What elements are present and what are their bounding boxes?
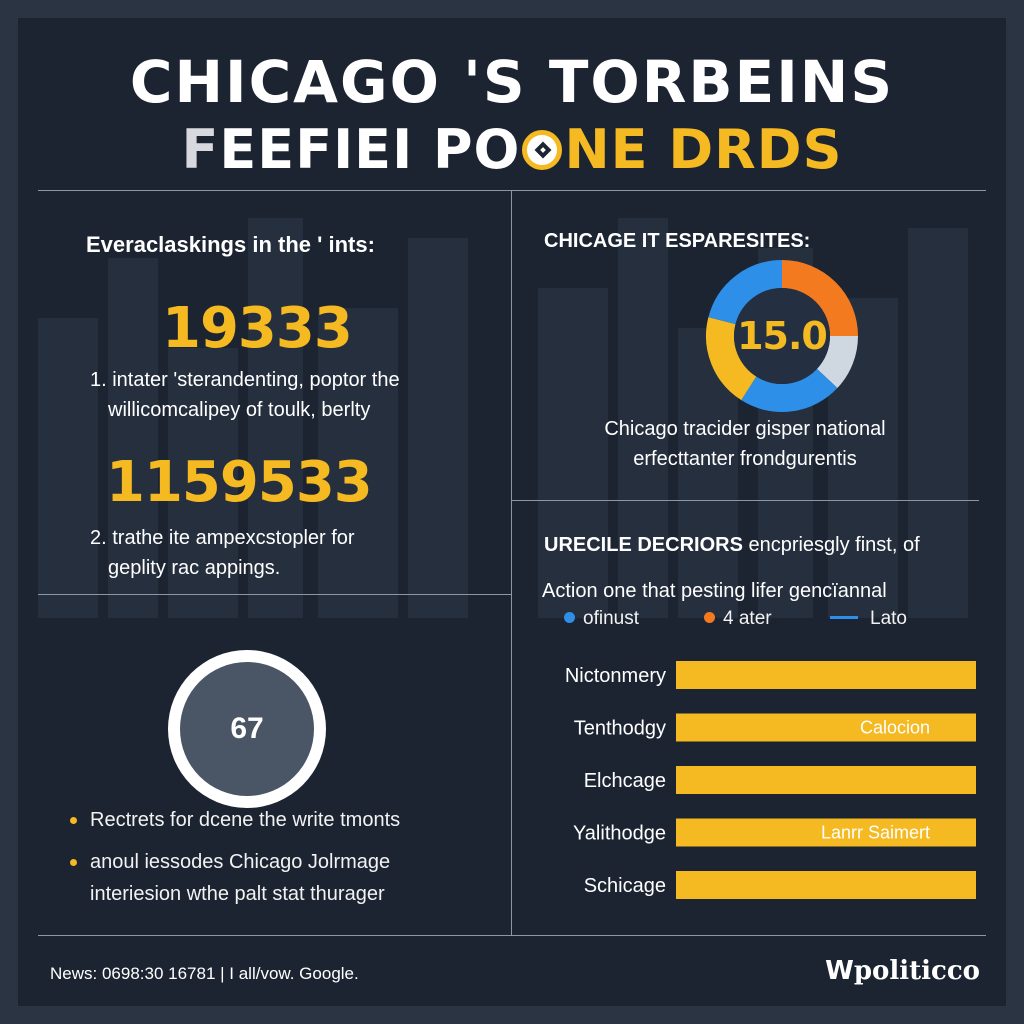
bullet-2-line-2: interiesion wthe palt stat thurager (90, 883, 385, 905)
stat-1-line-1: 1. intater 'sterandenting, poptor the (90, 369, 400, 391)
donut-hole (734, 288, 830, 384)
bullet-list: Rectrets for dcene the write tmonts anou… (70, 804, 490, 910)
donut-slice-2 (816, 335, 858, 389)
bar-legend: ofinust 4 ater Lato (564, 608, 984, 638)
divider-vertical (511, 190, 512, 935)
footer-source: News: 0698:30 16781 | I all/vow. Google. (50, 964, 359, 983)
divider-right-middle (511, 500, 979, 501)
donut-caption-line-2: erfecttanter frondgurentis (633, 448, 857, 470)
donut-slice-4 (706, 317, 757, 401)
legend-line-icon (830, 616, 858, 619)
legend-label-1: ofinust (583, 608, 639, 629)
bar-category-label: Tenthodgy (574, 718, 666, 740)
logo-text: politicco (853, 956, 980, 986)
right-bottom-heading: URECILE DECRIORS encpriesgly finst, of (544, 534, 920, 557)
stat-1-value: 19333 (162, 296, 353, 361)
left-panel-heading: Everaclaskings in the ' ints: (86, 232, 375, 257)
bar-4 (676, 818, 976, 847)
title-line-2-middle: EEFIEI PO (219, 118, 521, 181)
legend-item-3: Lato (830, 608, 907, 630)
bar-category-label: Yalithodge (573, 823, 666, 845)
bullet-dot-icon (70, 859, 77, 866)
legend-label-2: 4 ater (723, 608, 772, 629)
title-line-2-end: NE DRDS (564, 118, 843, 181)
divider-bottom (38, 935, 986, 936)
bar-category-label: Elchcage (584, 770, 666, 792)
bar-category-label: Schicage (584, 875, 666, 897)
donut-caption-line-1: Chicago tracider gisper national (604, 418, 886, 440)
bar-data-label: Lanrr Saimert (821, 823, 930, 843)
heart-badge-icon (522, 130, 563, 170)
bar-chart: Nictonmery Tenthodgy Calocion Elchcage Yalit… (565, 661, 976, 899)
footer-logo: Wpoliticco (825, 956, 980, 986)
bullet-1-text: Rectrets for dcene the write tmonts (90, 809, 401, 831)
gauge-circle: 67 (168, 650, 326, 808)
divider-left-middle (38, 594, 511, 595)
divider-top (38, 190, 986, 191)
stat-2-description: 2. trathe ite ampexcstopler for geplity … (90, 523, 355, 583)
donut-center-label: 15.0 (737, 314, 828, 358)
bar-data-label: Calocion (860, 718, 930, 738)
legend-item-1: ofinust (564, 608, 639, 630)
bullet-2-line-1: anoul iessodes Chicago Jolrmage (90, 851, 391, 873)
right-bottom-subheading: Action one that pesting lifer gencïannal (542, 580, 887, 602)
logo-mark-icon: W (825, 956, 854, 986)
right-bottom-heading-bold: URECILE DECRIORS (544, 534, 743, 556)
bullet-dot-icon (70, 817, 77, 824)
stat-1-description: 1. intater 'sterandenting, poptor the wi… (90, 365, 400, 425)
legend-label-3: Lato (870, 608, 907, 629)
gauge-value: 67 (180, 662, 314, 796)
donut-slice-1 (781, 260, 858, 337)
right-top-heading: CHICAGE IT ESPARESITES: (544, 230, 811, 252)
bar-1 (676, 661, 976, 689)
title-line-2-initial: F (181, 118, 220, 181)
bar-3 (676, 766, 976, 794)
donut-caption: Chicago tracider gisper national erfectt… (511, 414, 979, 474)
donut-slice-3 (741, 368, 838, 412)
legend-dot-icon (704, 612, 715, 623)
bar-2 (676, 713, 976, 742)
bullet-item-1: Rectrets for dcene the write tmonts (70, 804, 490, 836)
donut-slice-5 (708, 260, 783, 325)
infographic-frame: CHICAGO 'S TORBEINS FEEFIEI PO NE DRDS Ev… (18, 18, 1006, 1006)
legend-dot-icon (564, 612, 575, 623)
stat-2-line-1: 2. trathe ite ampexcstopler for (90, 527, 355, 549)
bullet-item-2: anoul iessodes Chicago Jolrmage (70, 846, 490, 878)
skyline-background (38, 218, 968, 618)
legend-item-2: 4 ater (704, 608, 772, 630)
stat-2-line-2: geplity rac appings. (108, 557, 281, 579)
title-line-1: CHICAGO 'S TORBEINS (129, 48, 895, 116)
stat-2-value: 1159533 (106, 450, 373, 515)
bar-category-label: Nictonmery (565, 665, 666, 687)
stat-1-line-2: willicomcalipey of toulk, berlty (108, 399, 371, 421)
donut-chart: 15.0 (704, 258, 860, 414)
donut-svg (706, 260, 858, 412)
title-line-2: FEEFIEI PO NE DRDS (18, 118, 1006, 181)
bar-5 (676, 871, 976, 899)
right-bottom-heading-rest: encpriesgly finst, of (742, 534, 920, 556)
